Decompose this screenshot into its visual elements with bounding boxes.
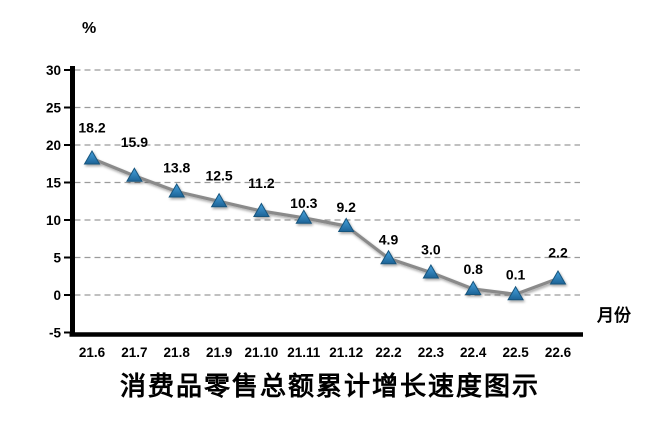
x-tick-label: 21.9 [206,345,232,360]
data-point-label: 0.1 [506,266,526,282]
x-tick-label: 21.8 [164,345,191,360]
x-tick-label: 21.12 [329,345,363,360]
data-point-label: 0.8 [463,261,483,277]
y-tick-label: 10 [46,213,61,228]
x-tick-label: 21.10 [245,345,279,360]
x-tick-label: 21.7 [121,345,147,360]
y-tick-label: 5 [53,251,61,266]
data-point-marker [380,249,397,265]
y-axis-unit-label: % [82,20,97,37]
x-tick-label: 21.11 [287,345,321,360]
data-point-marker [253,202,270,217]
chart-title: 消费品零售总额累计增长速度图示 [119,372,540,401]
data-point-label: 10.3 [290,195,317,211]
x-axis-title: 月份 [597,306,631,325]
x-tick-label: 22.6 [545,345,572,360]
data-point-label: 13.8 [163,160,190,176]
data-point-marker [83,149,101,165]
data-point-label: 9.2 [336,199,356,215]
y-tick-label: 0 [53,288,61,303]
x-tick-label: 22.3 [418,345,445,360]
data-point-marker [549,269,567,285]
x-tick-label: 22.4 [460,345,487,360]
data-point-label: 15.9 [121,134,148,150]
data-point-label: 2.2 [548,245,568,261]
y-tick-label: -5 [49,326,61,341]
y-tick-label: 15 [46,176,62,191]
y-tick-label: 25 [46,101,62,116]
data-point-marker [295,209,313,224]
data-series [83,149,567,301]
y-tick-label: 30 [46,63,61,78]
y-tick-label: 20 [46,138,61,153]
data-point-marker [464,280,482,295]
data-point-marker [507,285,524,301]
data-point-marker [210,192,228,208]
data-point-label: 4.9 [379,231,399,247]
data-point-label: 11.2 [248,175,275,191]
series-line [90,156,560,296]
data-point-marker [337,217,355,232]
data-point-label: 12.5 [205,167,232,183]
x-tick-label: 22.2 [375,345,401,360]
data-point-marker [126,167,143,182]
x-tick-label: 22.5 [502,345,529,360]
data-point-label: 18.2 [78,120,105,136]
x-tick-label: 21.6 [79,345,106,360]
data-point-label: 3.0 [421,242,441,258]
data-point-marker [168,182,186,198]
data-point-marker [422,263,440,279]
